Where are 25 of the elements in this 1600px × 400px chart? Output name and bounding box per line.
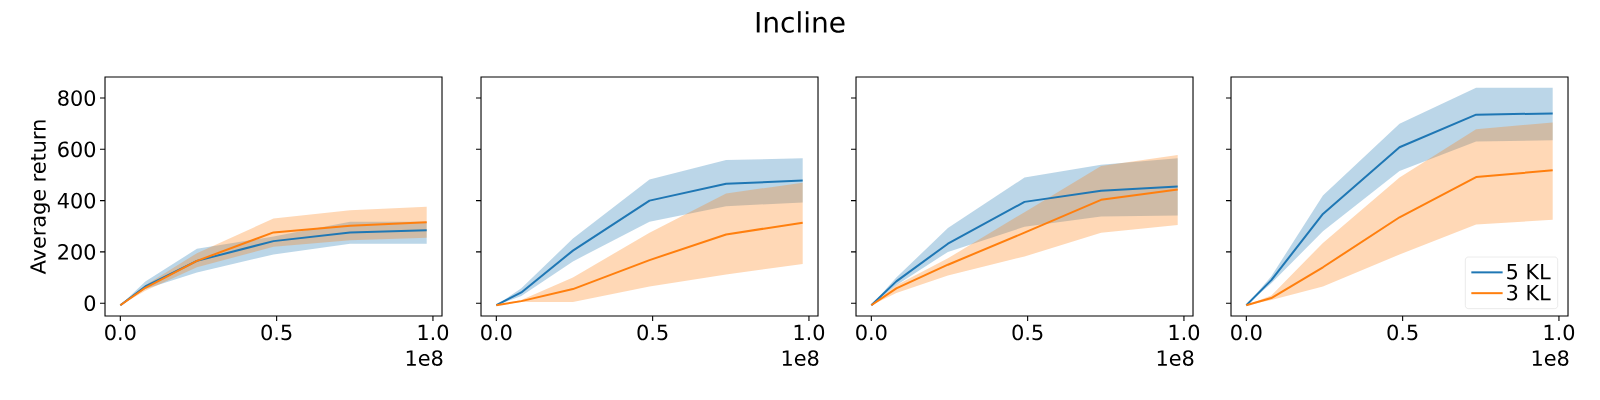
text: 1e8 — [1157, 350, 1194, 366]
y-tick-label: 0 — [84, 295, 96, 312]
legend-label: 5 KL — [1507, 264, 1551, 280]
y-tick-label: 600 — [58, 141, 96, 158]
text: 1e8 — [1532, 350, 1569, 366]
y-tick-label: 400 — [57, 192, 96, 209]
x-tick-label: 0.5 — [261, 324, 292, 341]
legend-label: 3 KL — [1507, 284, 1551, 301]
x-tick-label: 1.0 — [1169, 324, 1200, 341]
x-tick-label: 0.0 — [856, 324, 887, 341]
text: 1e8 — [406, 350, 443, 366]
y-tick-label: 200 — [58, 244, 96, 260]
x-tick-label: 0.0 — [105, 324, 136, 341]
x-tick-label: 0.5 — [1387, 324, 1418, 341]
x-tick-label: 1.0 — [794, 324, 825, 341]
x-tick-label: 0.5 — [637, 324, 668, 341]
x-tick-label: 0.5 — [1012, 324, 1043, 341]
x-tick-label: 1.0 — [1544, 324, 1575, 341]
y-tick-label: 800 — [58, 90, 96, 106]
x-tick-label: 0.0 — [481, 324, 512, 341]
text: 1e8 — [782, 350, 819, 366]
x-tick-label: 1.0 — [418, 324, 449, 341]
chart-title: Incline — [756, 11, 845, 33]
y-axis-title: Average return — [30, 120, 50, 275]
x-tick-label: 0.0 — [1231, 324, 1262, 341]
